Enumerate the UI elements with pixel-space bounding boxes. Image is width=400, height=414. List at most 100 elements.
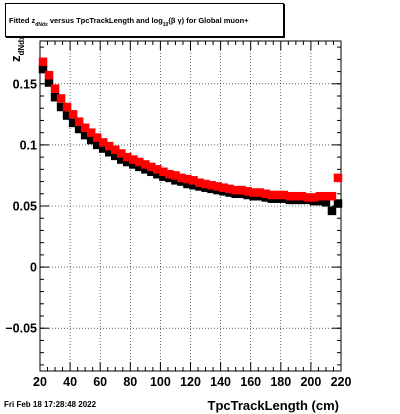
x-tick-label: 140: [210, 375, 231, 389]
title-middle: versus TpcTrackLength and log: [47, 16, 163, 25]
red-marker: [177, 173, 186, 183]
black-marker: [321, 198, 331, 207]
black-marker: [117, 155, 126, 164]
black-marker: [153, 169, 162, 179]
red-marker: [98, 138, 108, 147]
title-sub2: 10: [162, 22, 169, 28]
red-marker: [86, 128, 96, 137]
black-marker: [135, 162, 144, 172]
red-marker: [213, 182, 222, 191]
red-marker: [147, 162, 156, 172]
y-axis-label: zdNdx: [8, 35, 26, 62]
red-marker: [231, 185, 240, 195]
red-marker: [219, 183, 228, 192]
ticks: 20 40 60 80 100 120 140 160 180 200 220 −0.05 0 0.05 0…: [5, 41, 351, 389]
red-marker: [285, 191, 295, 201]
red-marker: [38, 57, 48, 67]
red-marker: [171, 171, 180, 180]
black-marker: [171, 176, 180, 185]
black-marker: [80, 130, 90, 140]
red-marker: [207, 180, 216, 190]
black-marker: [56, 102, 66, 112]
red-marker: [183, 174, 192, 184]
y-label-sub: dNdx: [17, 35, 26, 56]
black-marker: [104, 147, 114, 157]
black-marker: [129, 160, 138, 169]
red-marker: [333, 173, 343, 183]
red-marker: [225, 184, 234, 194]
black-marker: [74, 124, 84, 134]
red-marker: [315, 191, 325, 201]
x-tick-label: 80: [123, 375, 137, 389]
red-marker: [261, 189, 270, 199]
red-marker: [92, 133, 102, 142]
red-marker: [321, 191, 331, 201]
red-marker: [291, 191, 301, 201]
markers: [38, 57, 343, 216]
red-marker: [195, 178, 204, 188]
red-marker: [159, 167, 168, 177]
red-marker: [279, 190, 289, 200]
title-prefix: Fitted z: [9, 16, 36, 25]
red-marker: [62, 102, 72, 112]
x-tick-label: 180: [270, 375, 291, 389]
red-marker: [56, 94, 66, 103]
red-marker: [297, 191, 307, 201]
red-marker: [201, 179, 210, 189]
y-tick-label: 0.15: [13, 77, 37, 91]
red-marker: [117, 149, 126, 158]
x-tick-label: 160: [240, 375, 261, 389]
black-marker: [68, 118, 78, 128]
black-marker: [123, 157, 132, 167]
x-tick-label: 40: [63, 375, 77, 389]
black-marker: [92, 140, 102, 150]
black-marker: [327, 206, 337, 216]
red-marker: [129, 155, 138, 164]
red-marker: [80, 123, 90, 133]
red-marker: [135, 157, 144, 167]
black-marker: [333, 199, 343, 208]
x-tick-label: 60: [93, 375, 107, 389]
title-sub: dNdx: [35, 22, 48, 28]
x-tick-label: 120: [180, 375, 201, 389]
black-marker: [44, 78, 54, 87]
red-marker: [189, 176, 198, 185]
y-tick-label: −0.05: [5, 322, 37, 336]
x-tick-label: 220: [331, 375, 352, 389]
red-marker: [309, 193, 319, 202]
x-tick-label: 20: [33, 375, 47, 389]
red-marker: [68, 110, 78, 119]
red-marker: [111, 145, 120, 155]
black-marker: [50, 92, 60, 102]
black-marker: [38, 64, 48, 74]
red-marker: [273, 190, 283, 200]
y-tick-label: 0.1: [20, 138, 37, 152]
black-marker: [183, 179, 192, 189]
red-marker: [267, 190, 277, 200]
red-marker: [123, 152, 132, 162]
red-marker: [243, 187, 252, 196]
red-marker: [327, 191, 337, 201]
y-label-main: z: [8, 55, 23, 62]
y-tick-label: 0: [30, 261, 37, 275]
red-marker: [303, 193, 313, 202]
black-marker: [147, 167, 156, 177]
black-marker: [189, 180, 198, 190]
red-marker: [153, 165, 162, 174]
black-marker: [111, 151, 120, 161]
x-tick-label: 100: [150, 375, 171, 389]
red-marker: [50, 84, 60, 93]
black-marker: [159, 172, 168, 181]
red-marker: [141, 160, 150, 169]
chart-title: Fitted zdNdx versus TpcTrackLength and l…: [5, 3, 284, 37]
red-marker: [165, 169, 174, 179]
title-suffix: (β γ) for Global muon+: [168, 16, 249, 25]
black-marker: [98, 144, 108, 153]
timestamp: Fri Feb 18 17:28:48 2022: [4, 400, 97, 409]
black-marker: [141, 165, 150, 174]
x-axis-label: TpcTrackLength (cm): [208, 398, 339, 413]
red-marker: [74, 117, 84, 126]
x-tick-label: 200: [300, 375, 321, 389]
y-tick-label: 0.05: [13, 200, 37, 214]
